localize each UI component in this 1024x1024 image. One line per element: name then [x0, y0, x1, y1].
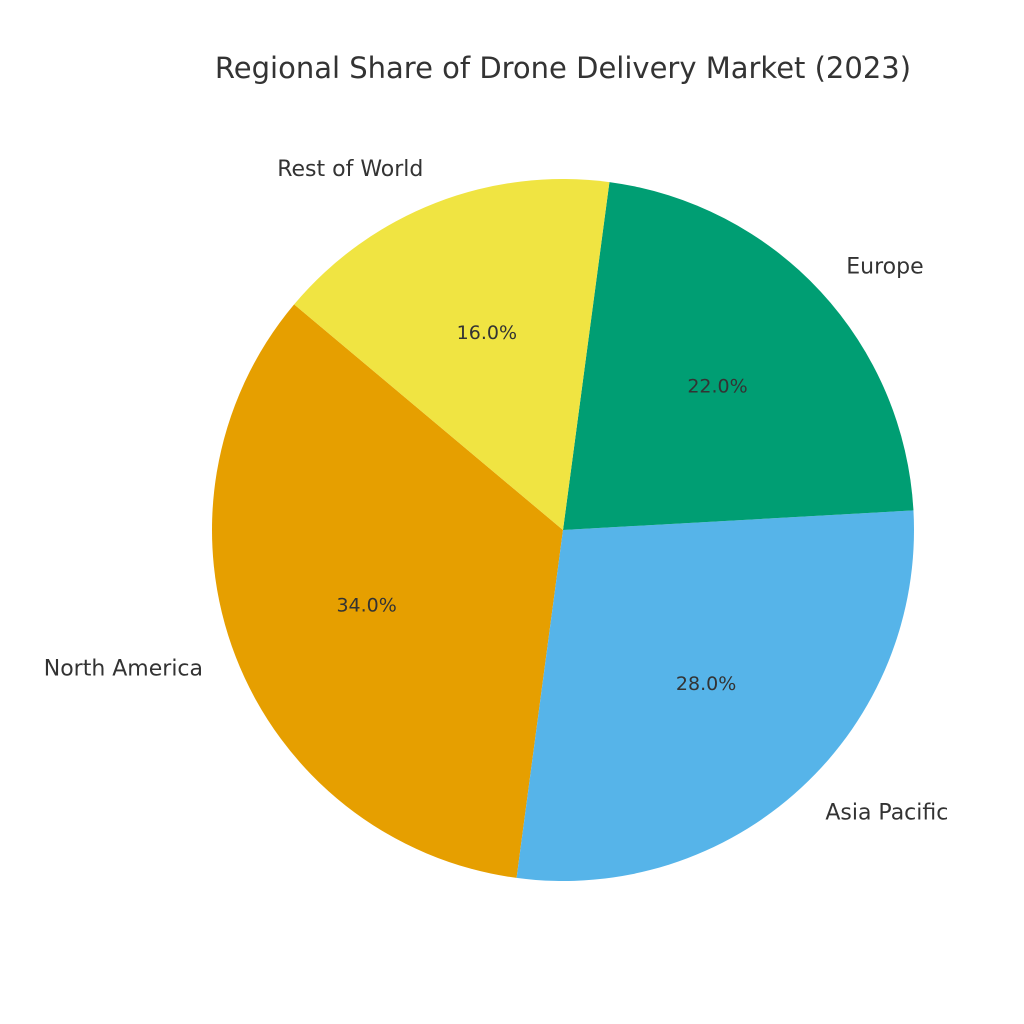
chart-title: Regional Share of Drone Delivery Market …	[215, 51, 911, 85]
pie-slice	[516, 510, 914, 881]
slice-label: Europe	[846, 255, 923, 280]
value-label: 22.0%	[687, 375, 747, 397]
slice-label: North America	[44, 657, 203, 682]
slice-label: Asia Pacific	[825, 800, 948, 825]
value-label: 34.0%	[336, 595, 396, 617]
value-label: 16.0%	[457, 322, 517, 344]
pie-slice	[294, 179, 610, 530]
slice-label: Rest of World	[277, 157, 423, 182]
pie-slice	[563, 182, 914, 530]
pie-slice	[212, 304, 563, 878]
value-label: 28.0%	[676, 673, 736, 695]
